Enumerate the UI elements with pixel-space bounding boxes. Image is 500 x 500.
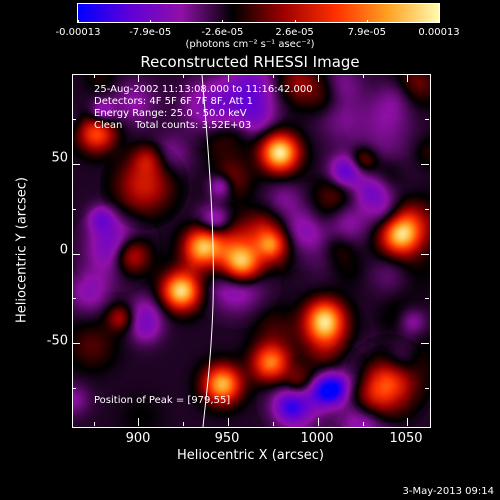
axis-tick-mark xyxy=(93,422,95,426)
axis-tick-mark xyxy=(317,418,319,426)
colorbar xyxy=(77,3,440,23)
axis-tick-mark xyxy=(228,418,230,426)
colorbar-tick-label: 7.9e-05 xyxy=(347,27,386,38)
y-axis-label: Heliocentric Y (arcsec) xyxy=(14,177,30,323)
colorbar-tick-label: 2.6e-05 xyxy=(275,27,314,38)
axis-tick-mark xyxy=(317,74,319,82)
annotation-time-range: 25-Aug-2002 11:13:08.000 to 11:16:42.000 xyxy=(94,84,313,95)
colorbar-tick xyxy=(222,20,224,23)
footer-timestamp: 3-May-2013 09:14 xyxy=(402,486,494,497)
axis-tick-mark xyxy=(72,208,76,210)
y-tick-label: 0 xyxy=(59,242,68,258)
x-tick-label: 900 xyxy=(125,431,151,446)
annotation-clean-counts: Clean Total counts: 3.52E+03 xyxy=(94,120,252,131)
axis-tick-mark xyxy=(72,343,80,345)
axis-tick-mark xyxy=(407,74,409,82)
axis-tick-mark xyxy=(138,418,140,426)
colorbar-tick-label: 0.00013 xyxy=(418,27,460,38)
axis-tick-mark xyxy=(272,74,274,78)
axis-tick-mark xyxy=(72,388,76,390)
annotation-energy-range: Energy Range: 25.0 - 50.0 keV xyxy=(94,108,247,119)
y-tick-label: -50 xyxy=(46,333,68,349)
axis-tick-mark xyxy=(425,298,429,300)
axis-tick-mark xyxy=(72,74,80,75)
axis-tick-mark xyxy=(421,74,429,75)
x-tick-label: 1000 xyxy=(300,431,334,446)
axis-tick-mark xyxy=(72,298,76,300)
rhessi-image-map xyxy=(73,75,430,427)
chart-title: Reconstructed RHESSI Image xyxy=(140,53,360,71)
colorbar-unit-label: (photons cm⁻² s⁻¹ asec⁻²) xyxy=(185,39,315,50)
colorbar-tick xyxy=(150,20,152,23)
colorbar-tick-label: -0.00013 xyxy=(55,27,101,38)
axis-tick-mark xyxy=(421,343,429,345)
axis-tick-mark xyxy=(425,388,429,390)
annotation-detectors: Detectors: 4F 5F 6F 7F 8F, Att 1 xyxy=(94,96,254,107)
axis-tick-mark xyxy=(183,74,185,78)
image-plot-area: 25-Aug-2002 11:13:08.000 to 11:16:42.000… xyxy=(72,74,431,428)
annotation-peak-position: Position of Peak = [979,55] xyxy=(94,395,231,406)
x-tick-label: 1050 xyxy=(389,431,423,446)
axis-tick-mark xyxy=(425,118,429,120)
colorbar-tick xyxy=(78,20,79,23)
axis-tick-mark xyxy=(421,163,429,165)
axis-tick-mark xyxy=(138,74,140,82)
axis-tick-mark xyxy=(228,74,230,82)
axis-tick-mark xyxy=(425,208,429,210)
x-tick-label: 950 xyxy=(214,431,240,446)
axis-tick-mark xyxy=(72,163,80,165)
colorbar-tick-label: -2.6e-05 xyxy=(201,27,244,38)
axis-tick-mark xyxy=(72,118,76,120)
x-axis-label: Heliocentric X (arcsec) xyxy=(177,448,324,463)
axis-tick-mark xyxy=(407,418,409,426)
colorbar-tick xyxy=(294,20,296,23)
colorbar-tick-label: -7.9e-05 xyxy=(129,27,172,38)
axis-tick-mark xyxy=(72,253,80,255)
axis-tick-mark xyxy=(362,74,364,78)
axis-tick-mark xyxy=(421,253,429,255)
axis-tick-mark xyxy=(93,74,95,78)
axis-tick-mark xyxy=(362,422,364,426)
colorbar-tick xyxy=(366,20,368,23)
y-tick-label: 50 xyxy=(51,150,68,166)
colorbar-tick xyxy=(439,20,440,23)
axis-tick-mark xyxy=(183,422,185,426)
solar-limb-line xyxy=(201,75,214,427)
axis-tick-mark xyxy=(272,422,274,426)
